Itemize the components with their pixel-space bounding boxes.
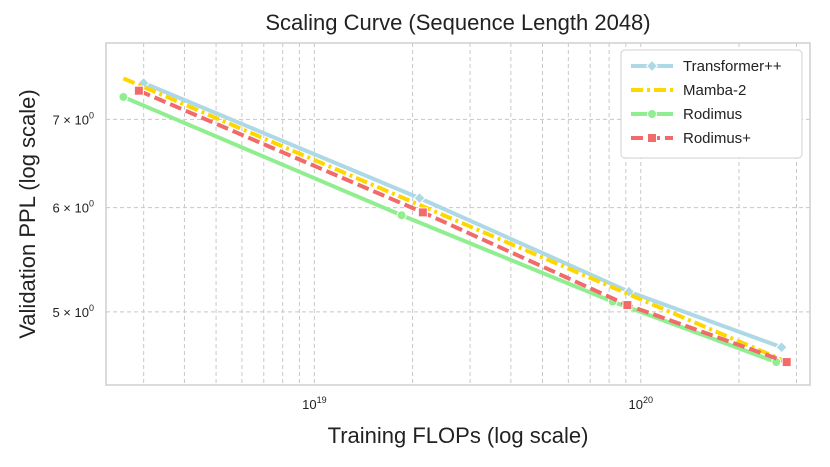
legend-label-rodimus: Rodimus [683,106,742,123]
chart-title: Scaling Curve (Sequence Length 2048) [265,10,650,35]
rodimus-point [622,300,633,311]
transformer-point [775,341,788,354]
legend-label-mamba-2: Mamba-2 [683,82,746,99]
x-axis-label: Training FLOPs (log scale) [328,423,589,448]
rodimus-line [122,95,777,364]
y-tick-label: 5 × 100 [52,303,94,320]
series-layer [118,76,792,368]
legend-frame [620,49,803,159]
legend-label-rodimus: Rodimus+ [683,130,751,147]
legend: Transformer++ Mamba-2 Rodimus Rodimus+ [620,49,803,159]
transformer-line [142,81,783,350]
rodimus-point [396,210,407,221]
y-tick-label: 7 × 100 [52,110,94,127]
rodimus-point [118,91,129,102]
x-tick-label: 1020 [629,395,653,412]
legend-marker-transformer [645,59,659,73]
y-tick-label: 6 × 100 [52,199,94,216]
tick-labels: 1019 1020 5 × 100 6 × 100 7 × 100 [52,110,653,412]
rodimus-point [417,207,428,218]
y-axis-label: Validation PPL (log scale) [15,89,40,338]
transformer-point [413,191,426,205]
legend-item-transformer: Transformer++ [631,58,782,75]
series-mamba-2 [122,76,783,362]
rodimus-line [138,88,788,364]
plot-frame [105,42,811,386]
series-transformer [137,76,788,354]
legend-marker-rodimus [647,109,657,119]
legend-item-rodimus: Rodimus [631,106,742,123]
mamba-2-line [122,76,783,362]
legend-item-mamba-2: Mamba-2 [631,82,746,99]
rodimus-point [781,357,792,368]
legend-marker-rodimus [647,133,657,143]
series-rodimus [133,85,792,368]
rodimus-point [133,85,144,96]
legend-item-rodimus: Rodimus+ [631,130,751,147]
x-tick-label: 1019 [302,395,326,412]
legend-label-transformer: Transformer++ [683,58,782,75]
